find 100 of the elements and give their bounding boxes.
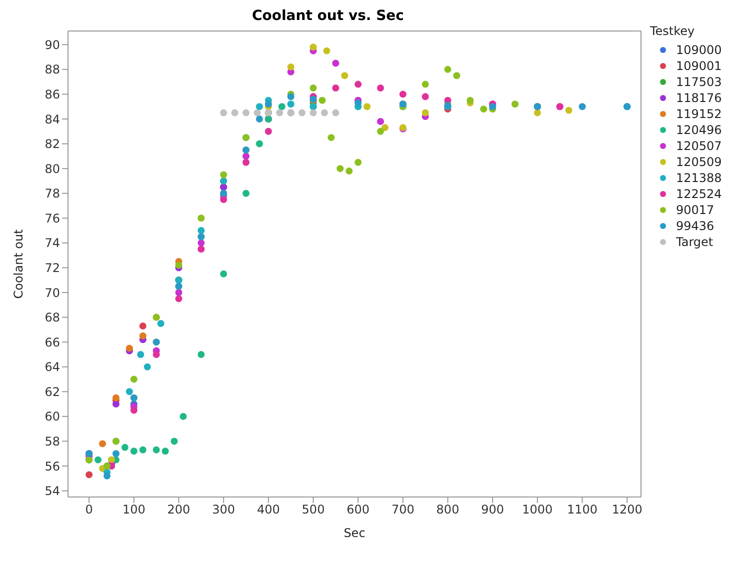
point	[86, 471, 93, 478]
y-tick-label: 88	[44, 62, 60, 77]
y-tick-label: 72	[44, 260, 60, 275]
y-tick-label: 76	[44, 211, 60, 226]
legend-label: 118176	[676, 91, 722, 105]
point	[512, 100, 519, 108]
legend-label: 99436	[676, 219, 714, 233]
x-tick-label: 0	[85, 502, 93, 517]
point	[130, 376, 138, 383]
point	[377, 118, 384, 125]
point	[220, 270, 228, 278]
point	[318, 96, 326, 104]
point	[276, 109, 284, 116]
point	[298, 109, 306, 116]
x-tick-label: 1100	[566, 502, 598, 517]
y-tick-label: 56	[44, 459, 60, 474]
x-tick-label: 500	[302, 502, 325, 517]
x-tick-label: 900	[481, 502, 504, 517]
x-tick-label: 200	[167, 502, 190, 517]
point	[152, 446, 160, 454]
point	[354, 158, 362, 166]
y-tick-label: 70	[44, 286, 60, 300]
point	[175, 289, 182, 296]
point	[453, 72, 460, 80]
point	[287, 93, 294, 100]
x-axis-title: Sec	[344, 526, 366, 540]
point	[310, 109, 317, 116]
point	[220, 171, 228, 178]
y-tick-label: 60	[44, 410, 60, 424]
point	[256, 115, 263, 122]
point	[126, 388, 133, 396]
point	[198, 239, 205, 246]
point	[220, 196, 228, 204]
point	[137, 350, 144, 358]
legend-label: 121388	[676, 171, 722, 185]
y-tick-label: 82	[44, 137, 60, 152]
y-tick-label: 74	[44, 236, 60, 250]
point	[157, 320, 164, 327]
point	[328, 134, 335, 142]
y-axis-title: Coolant out	[11, 228, 26, 299]
point	[332, 84, 340, 92]
y-tick-label: 68	[44, 310, 60, 325]
point	[162, 448, 169, 455]
legend-title: Testkey	[650, 24, 696, 38]
point	[175, 262, 182, 269]
point	[320, 109, 328, 116]
x-tick-label: 800	[436, 502, 460, 517]
point	[310, 44, 317, 51]
point	[381, 124, 388, 132]
point	[264, 128, 272, 135]
point	[264, 100, 272, 108]
point	[220, 109, 228, 116]
y-tick-label: 80	[44, 162, 60, 176]
point	[139, 332, 146, 340]
y-tick-label: 64	[44, 360, 60, 374]
x-tick-label: 300	[212, 502, 236, 517]
point	[198, 246, 205, 253]
x-tick-label: 100	[122, 502, 146, 517]
point	[198, 350, 205, 358]
legend-label: Target	[676, 235, 714, 249]
point	[323, 47, 330, 54]
point	[121, 444, 128, 451]
point	[130, 406, 138, 414]
legend-label: 120507	[676, 139, 722, 153]
legend-label: 117503	[676, 75, 722, 89]
point	[112, 394, 120, 402]
y-tick-label: 54	[44, 484, 60, 498]
point	[242, 152, 250, 160]
y-tick-label: 86	[44, 87, 60, 102]
point	[198, 227, 205, 234]
y-tick-label: 66	[44, 335, 60, 350]
point	[489, 103, 496, 110]
point	[332, 60, 340, 67]
point	[94, 456, 102, 464]
point	[139, 322, 146, 330]
point	[480, 106, 488, 113]
point	[198, 214, 205, 222]
point	[336, 165, 344, 172]
y-tick-label: 58	[44, 434, 60, 448]
point	[242, 109, 250, 116]
x-tick-label: 1200	[612, 502, 642, 517]
point	[346, 168, 353, 175]
point	[354, 99, 362, 106]
point	[152, 350, 160, 358]
point	[231, 109, 238, 116]
point	[175, 295, 182, 302]
x-tick-label: 700	[391, 502, 414, 517]
point	[364, 103, 371, 110]
point	[112, 400, 120, 408]
point	[422, 93, 429, 100]
point	[242, 190, 250, 197]
point	[99, 440, 106, 448]
point	[242, 158, 250, 166]
legend-label: 109001	[676, 59, 722, 73]
legend-label: 122524	[676, 187, 722, 201]
x-tick-label: 400	[256, 502, 280, 517]
point	[565, 106, 572, 114]
legend-label: 120509	[676, 155, 722, 169]
point	[287, 63, 294, 70]
point	[254, 109, 261, 116]
